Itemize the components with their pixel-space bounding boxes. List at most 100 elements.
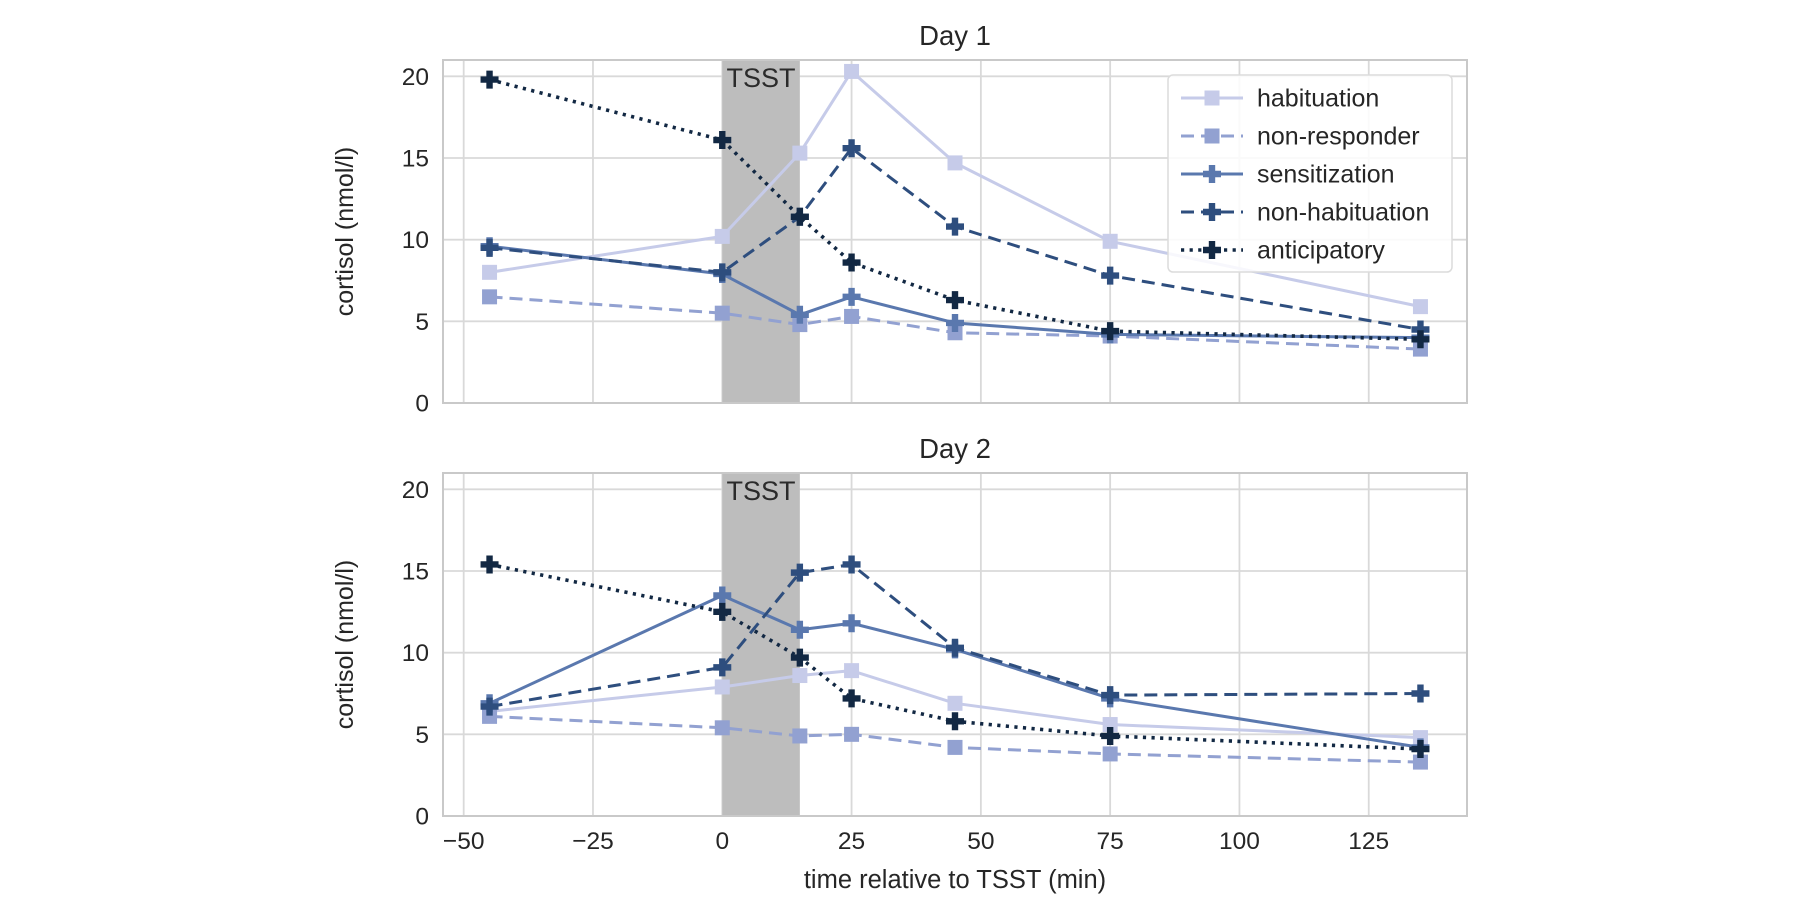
legend-marker-non-responder	[1204, 128, 1220, 144]
chart-title-day-2: Day 2	[919, 433, 991, 464]
marker-non-habituation	[946, 638, 964, 657]
marker-habituation	[714, 228, 730, 244]
subplot-day-1: TSST 0 5 10 15 20 Day 1 cortisol (nmol/l)	[331, 20, 1468, 418]
legend-item-sensitization: sensitization	[1181, 161, 1395, 189]
marker-habituation	[792, 668, 808, 684]
marker-non-responder	[792, 728, 808, 744]
marker-non-responder	[947, 739, 963, 755]
x-tick-label: −25	[572, 828, 614, 855]
marker-sensitization	[842, 287, 861, 306]
legend-label: non-responder	[1257, 123, 1420, 151]
y-tick-label: 20	[402, 64, 429, 91]
x-axis-label: time relative to TSST (min)	[804, 866, 1106, 894]
marker-habituation	[714, 679, 730, 695]
marker-non-responder	[714, 305, 730, 321]
legend-label: anticipatory	[1257, 237, 1385, 265]
marker-non-responder	[714, 720, 730, 736]
y-tick-label: 20	[402, 477, 429, 504]
y-tick-label: 10	[402, 227, 429, 254]
marker-non-habituation	[480, 238, 499, 257]
marker-anticipatory	[842, 253, 861, 272]
marker-anticipatory	[790, 648, 809, 667]
marker-non-habituation	[713, 658, 732, 677]
tsst-band	[722, 473, 800, 816]
marker-anticipatory	[946, 712, 964, 731]
marker-anticipatory	[946, 291, 964, 310]
marker-anticipatory	[713, 131, 732, 150]
marker-habituation	[947, 695, 963, 711]
marker-habituation	[1102, 233, 1118, 249]
marker-anticipatory	[480, 70, 499, 89]
marker-non-responder	[844, 308, 860, 324]
x-tick-label: 50	[967, 828, 994, 855]
y-tick-label: 15	[402, 559, 429, 586]
y-axis-label: cortisol (nmol/l)	[331, 147, 359, 316]
marker-sensitization	[790, 305, 809, 324]
marker-sensitization	[946, 313, 964, 332]
marker-habituation	[1412, 299, 1428, 315]
legend-marker-sensitization	[1203, 165, 1221, 183]
legend-marker-non-habituation	[1203, 203, 1221, 221]
marker-non-habituation	[1101, 686, 1120, 705]
marker-non-habituation	[1411, 320, 1430, 339]
marker-anticipatory	[842, 689, 861, 708]
y-tick-label: 0	[415, 391, 429, 418]
x-tick-label: 75	[1097, 828, 1124, 855]
marker-habituation	[1412, 730, 1428, 746]
marker-habituation	[947, 155, 963, 171]
x-tick-label: 125	[1348, 828, 1389, 855]
legend-label: habituation	[1257, 85, 1379, 113]
y-tick-label: 15	[402, 146, 429, 173]
marker-non-responder	[482, 289, 498, 305]
axes-frame	[442, 472, 1468, 817]
marker-sensitization	[790, 620, 809, 639]
legend-marker-habituation	[1204, 90, 1220, 106]
tsst-band	[722, 60, 800, 403]
marker-habituation	[482, 264, 498, 280]
tsst-band-label: TSST	[727, 63, 796, 93]
y-axis-label: cortisol (nmol/l)	[331, 560, 359, 729]
marker-anticipatory	[1101, 726, 1120, 745]
tsst-band-label: TSST	[727, 476, 796, 506]
marker-habituation	[844, 63, 860, 79]
marker-non-responder	[792, 317, 808, 333]
legend-label: non-habituation	[1257, 199, 1429, 227]
subplot-day-2: TSST 0 5 10 15 20 −50 −25 0 25 50 75 100 125 Day 2 cort…	[331, 433, 1468, 894]
marker-anticipatory	[1101, 322, 1120, 341]
marker-non-responder	[1412, 754, 1428, 770]
marker-non-habituation	[842, 555, 861, 574]
marker-non-responder	[1412, 341, 1428, 357]
marker-anticipatory	[1411, 740, 1430, 759]
y-tick-label: 5	[415, 309, 429, 336]
x-tick-label: 100	[1219, 828, 1260, 855]
marker-anticipatory	[713, 602, 732, 621]
marker-non-responder	[947, 325, 963, 341]
legend-label: sensitization	[1257, 161, 1395, 189]
axes-frame	[442, 59, 1468, 404]
x-tick-label: −50	[443, 828, 485, 855]
marker-anticipatory	[1411, 330, 1430, 349]
marker-habituation	[844, 663, 860, 679]
marker-non-habituation	[1411, 684, 1430, 703]
legend-item-non-habituation: non-habituation	[1181, 199, 1429, 227]
marker-sensitization	[842, 614, 861, 633]
marker-non-habituation	[946, 217, 964, 236]
legend-item-non-responder: non-responder	[1181, 123, 1420, 151]
legend-marker-anticipatory	[1203, 241, 1221, 259]
marker-anticipatory	[790, 207, 809, 226]
x-tick-label: 0	[715, 828, 729, 855]
legend-item-anticipatory: anticipatory	[1181, 237, 1385, 265]
marker-non-responder	[844, 726, 860, 742]
legend-item-habituation: habituation	[1181, 85, 1379, 113]
marker-non-responder	[1102, 746, 1118, 762]
marker-anticipatory	[480, 555, 499, 574]
series-line-non-habituation	[489, 562, 1421, 709]
legend-box	[1167, 74, 1453, 273]
y-tick-label: 0	[415, 804, 429, 831]
marker-sensitization	[713, 586, 732, 605]
marker-habituation	[1102, 717, 1118, 733]
marker-non-habituation	[1101, 266, 1120, 285]
marker-non-responder	[482, 708, 498, 724]
